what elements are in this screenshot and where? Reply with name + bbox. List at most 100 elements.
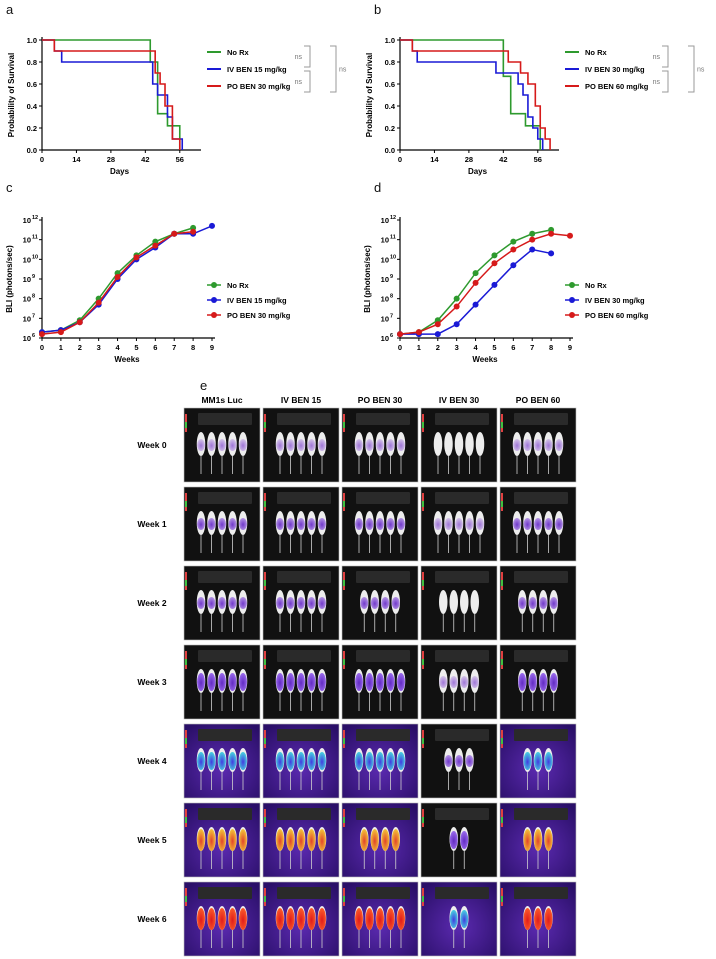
color-scale-bar <box>422 659 424 665</box>
bli-signal <box>439 676 448 688</box>
bli-image-tile <box>420 723 498 799</box>
bli-signal <box>444 518 453 530</box>
bli-image-tile <box>183 644 261 720</box>
imaging-plate <box>435 413 489 425</box>
x-tick-label: 3 <box>97 343 101 352</box>
bli-signal <box>455 755 463 767</box>
bli-point <box>415 329 422 336</box>
bli-signal <box>386 752 395 770</box>
bli-signal <box>239 908 247 930</box>
x-tick-label: 28 <box>465 155 473 164</box>
y-tick-label: 0.6 <box>27 80 37 89</box>
ns-bracket <box>662 70 669 93</box>
x-tick-label: 4 <box>473 343 478 352</box>
survival-chart-b: 0.0 0.2 0.4 0.6 0.8 1.0 0 14 28 42 56 Days Probabili… <box>365 36 705 176</box>
bli-signal <box>355 518 363 530</box>
row-label: Week 3 <box>137 677 166 687</box>
x-axis-label: Weeks <box>114 355 140 364</box>
color-scale-bar <box>422 580 424 586</box>
imaging-plate <box>356 650 410 662</box>
y-tick-label: 10 <box>381 255 389 264</box>
ns-label: ns <box>295 54 303 61</box>
x-tick-label: 5 <box>134 343 138 352</box>
bli-signal <box>465 518 474 530</box>
bli-signal <box>365 439 374 451</box>
color-scale-bar <box>422 422 424 428</box>
bli-signal <box>207 597 216 609</box>
ns-bracket <box>662 45 669 68</box>
y-axis-label: Probability of Survival <box>365 53 374 137</box>
y-tick-label: 1.0 <box>385 36 395 45</box>
color-scale-bar <box>422 501 424 507</box>
legend-label: PO BEN 60 mg/kg <box>585 82 649 91</box>
bli-signal <box>286 752 295 770</box>
y-tick-exponent: 12 <box>32 215 38 221</box>
bli-signal <box>318 597 326 609</box>
bli-signal <box>228 439 237 451</box>
bli-signal <box>365 518 374 530</box>
x-tick-label: 42 <box>141 155 149 164</box>
ns-label: ns <box>697 67 705 74</box>
color-scale-bar <box>343 896 345 902</box>
bli-signal <box>539 673 548 691</box>
bli-signal <box>460 910 469 928</box>
bli-signal <box>276 439 284 451</box>
bli-signal <box>276 597 284 609</box>
bli-signal <box>297 829 305 851</box>
bli-signal <box>528 597 537 609</box>
ns-bracket <box>304 45 311 68</box>
bli-signal <box>523 439 532 451</box>
bli-signal <box>207 829 216 851</box>
bli-signal <box>386 439 395 451</box>
imaging-plate <box>514 650 568 662</box>
imaging-plate <box>356 808 410 820</box>
bli-point <box>510 246 517 253</box>
bli-point <box>209 222 215 229</box>
bli-signal <box>460 676 469 688</box>
bli-signal <box>534 752 542 770</box>
bli-point <box>133 254 140 261</box>
imaging-plate <box>435 650 489 662</box>
mouse-body <box>460 590 469 614</box>
mouse-body <box>439 590 448 614</box>
bli-point <box>548 230 555 237</box>
bli-image-tile <box>183 486 261 562</box>
legend-marker <box>211 282 217 288</box>
legend-label: No Rx <box>227 281 249 290</box>
bli-signal <box>449 910 458 928</box>
bli-signal <box>228 597 237 609</box>
bli-signal <box>355 908 363 930</box>
bli-point <box>529 230 536 237</box>
mouse-body <box>449 590 458 614</box>
x-tick-label: 4 <box>115 343 120 352</box>
imaging-plate <box>277 887 331 899</box>
ns-label: ns <box>653 79 661 86</box>
bli-signal <box>286 673 295 691</box>
bli-image-tile <box>420 407 498 483</box>
imaging-plate <box>435 571 489 583</box>
column-header: PO BEN 30 <box>358 395 403 405</box>
bli-signal <box>534 908 542 930</box>
color-scale-bar <box>343 659 345 665</box>
bli-image-tile <box>262 644 340 720</box>
bli-signal <box>307 518 316 530</box>
bli-signal <box>381 829 390 851</box>
imaging-plate <box>277 729 331 741</box>
bli-image-tile <box>341 565 419 641</box>
bli-image-tile <box>420 565 498 641</box>
y-tick-label: 10 <box>23 295 31 304</box>
bli-signal <box>318 518 326 530</box>
bli-signal <box>523 908 532 930</box>
bli-signal <box>286 439 295 451</box>
color-scale-bar <box>264 501 266 507</box>
color-scale-bar <box>343 738 345 744</box>
bli-image-tile <box>341 881 419 957</box>
bli-image-tile <box>341 407 419 483</box>
legend-label: No Rx <box>585 281 607 290</box>
row-label: Week 4 <box>137 756 166 766</box>
x-tick-label: 6 <box>153 343 157 352</box>
bli-signal <box>544 829 553 851</box>
y-tick-exponent: 8 <box>390 294 393 300</box>
y-axis-label: BLI (photons/sec) <box>5 245 14 313</box>
